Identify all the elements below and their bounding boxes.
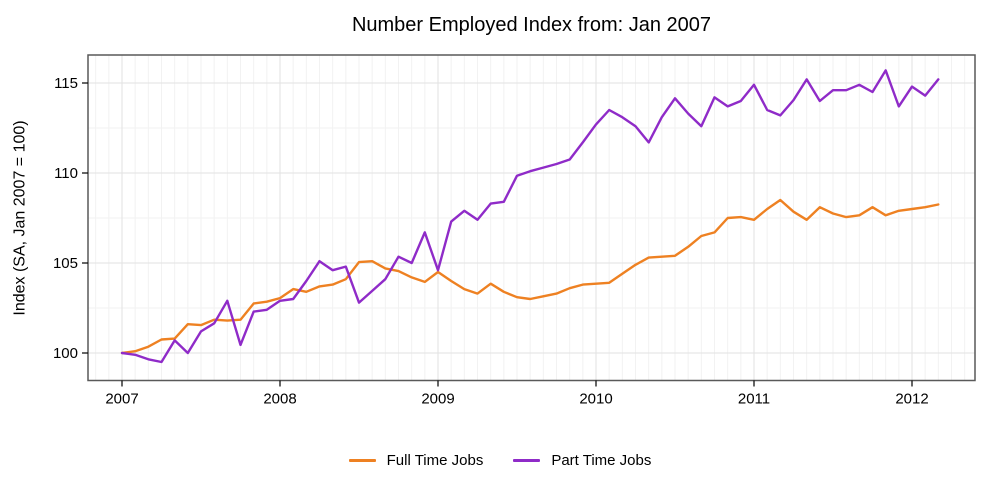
gridlines-major [88,55,975,381]
chart-legend: Full Time Jobs Part Time Jobs [0,452,1000,469]
svg-text:2007: 2007 [105,391,138,408]
legend-label: Full Time Jobs [386,452,484,469]
panel-border [87,54,976,382]
legend-line-swatch-full-time [348,459,376,462]
series-lines [120,69,940,364]
legend-label: Part Time Jobs [551,452,652,469]
svg-text:105: 105 [53,255,78,272]
svg-text:115: 115 [54,75,78,92]
svg-text:2009: 2009 [421,391,454,408]
svg-text:2008: 2008 [263,391,296,408]
legend-item-part-time-jobs: Part Time Jobs [513,452,651,469]
chart-title: Number Employed Index from: Jan 2007 [351,14,712,36]
svg-text:2011: 2011 [738,391,770,408]
svg-text:100: 100 [53,345,78,362]
svg-text:110: 110 [54,165,78,182]
axis-ticks [82,82,913,387]
svg-text:2012: 2012 [895,391,928,408]
axis-tick-labels: 100 105 110 115 2007 2008 2009 2010 2011 2012 [53,75,929,408]
legend-item-full-time-jobs: Full Time Jobs [348,452,484,469]
svg-text:2010: 2010 [579,391,612,408]
gridlines-minor [88,55,975,381]
legend-line-swatch-part-time [513,459,541,462]
plot-area: 100 105 110 115 2007 2008 2009 2010 2011 2012 [53,54,976,408]
